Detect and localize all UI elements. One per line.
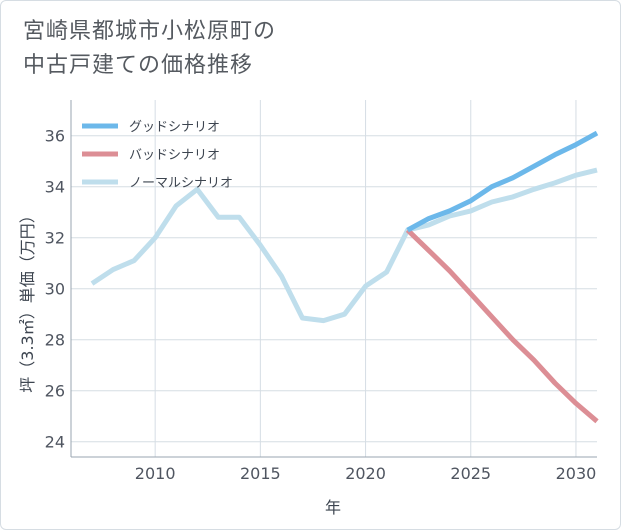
y-axis-label: 坪（3.3㎡）単価（万円） bbox=[18, 207, 37, 392]
y-tick-label: 24 bbox=[45, 433, 65, 452]
chart-title-line-1: 宮崎県都城市小松原町の bbox=[23, 19, 277, 44]
x-axis-label: 年 bbox=[325, 498, 341, 517]
series-line-2 bbox=[90, 167, 598, 324]
x-tick-label: 2010 bbox=[135, 464, 176, 483]
legend-label: グッドシナリオ bbox=[129, 120, 220, 135]
grid-lines bbox=[71, 100, 597, 457]
x-tick-label: 2015 bbox=[240, 464, 281, 483]
series-line-1 bbox=[405, 228, 599, 424]
x-tick-label: 2030 bbox=[556, 464, 597, 483]
y-tick-label: 36 bbox=[45, 127, 65, 146]
legend-label: バッドシナリオ bbox=[129, 148, 220, 163]
y-tick-label: 32 bbox=[45, 229, 65, 248]
chart-title-line-2: 中古戸建ての価格推移 bbox=[23, 53, 254, 78]
y-tick-label: 28 bbox=[45, 331, 65, 350]
y-tick-label: 26 bbox=[45, 382, 65, 401]
legend-label: ノーマルシナリオ bbox=[129, 176, 233, 191]
x-tick-label: 2020 bbox=[345, 464, 386, 483]
chart-title: 宮崎県都城市小松原町の 中古戸建ての価格推移 bbox=[23, 15, 276, 83]
y-tick-label: 30 bbox=[45, 280, 65, 299]
axes bbox=[70, 100, 597, 458]
tick-labels: 2010 2015 2020 2025 2030 24 26 28 30 32 34 36 bbox=[45, 127, 597, 483]
y-tick-label: 34 bbox=[45, 178, 65, 197]
series-line-0 bbox=[406, 130, 599, 233]
series-lines bbox=[90, 130, 599, 424]
x-tick-label: 2025 bbox=[450, 464, 491, 483]
